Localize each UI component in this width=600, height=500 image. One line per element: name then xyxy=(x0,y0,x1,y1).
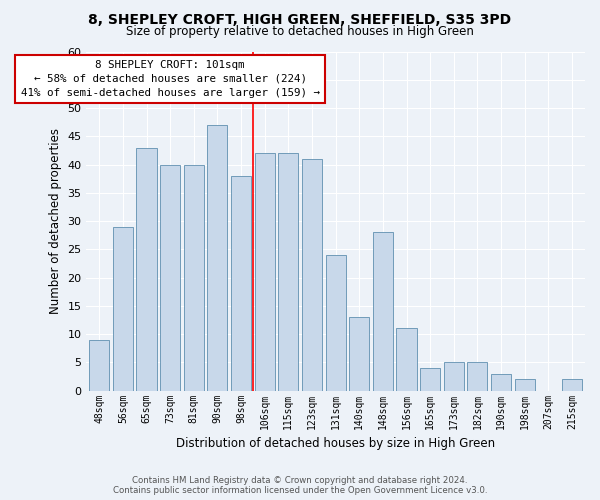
Bar xyxy=(515,380,535,390)
Text: Contains HM Land Registry data © Crown copyright and database right 2024.: Contains HM Land Registry data © Crown c… xyxy=(132,476,468,485)
Bar xyxy=(184,164,204,390)
Bar xyxy=(491,374,511,390)
Y-axis label: Number of detached properties: Number of detached properties xyxy=(49,128,62,314)
Bar xyxy=(302,159,322,390)
Bar xyxy=(373,232,393,390)
Text: Contains public sector information licensed under the Open Government Licence v3: Contains public sector information licen… xyxy=(113,486,487,495)
Text: 8, SHEPLEY CROFT, HIGH GREEN, SHEFFIELD, S35 3PD: 8, SHEPLEY CROFT, HIGH GREEN, SHEFFIELD,… xyxy=(88,12,512,26)
Bar xyxy=(444,362,464,390)
Bar xyxy=(562,380,582,390)
Bar xyxy=(349,317,370,390)
Bar xyxy=(231,176,251,390)
Bar xyxy=(113,226,133,390)
Bar xyxy=(420,368,440,390)
Bar xyxy=(397,328,416,390)
Bar xyxy=(89,340,109,390)
Bar xyxy=(278,153,298,390)
Text: Size of property relative to detached houses in High Green: Size of property relative to detached ho… xyxy=(126,25,474,38)
Bar xyxy=(254,153,275,390)
Bar xyxy=(160,164,180,390)
X-axis label: Distribution of detached houses by size in High Green: Distribution of detached houses by size … xyxy=(176,437,495,450)
Bar xyxy=(326,255,346,390)
Bar xyxy=(136,148,157,390)
Bar xyxy=(467,362,487,390)
Text: 8 SHEPLEY CROFT: 101sqm
← 58% of detached houses are smaller (224)
41% of semi-d: 8 SHEPLEY CROFT: 101sqm ← 58% of detache… xyxy=(20,60,320,98)
Bar xyxy=(208,125,227,390)
